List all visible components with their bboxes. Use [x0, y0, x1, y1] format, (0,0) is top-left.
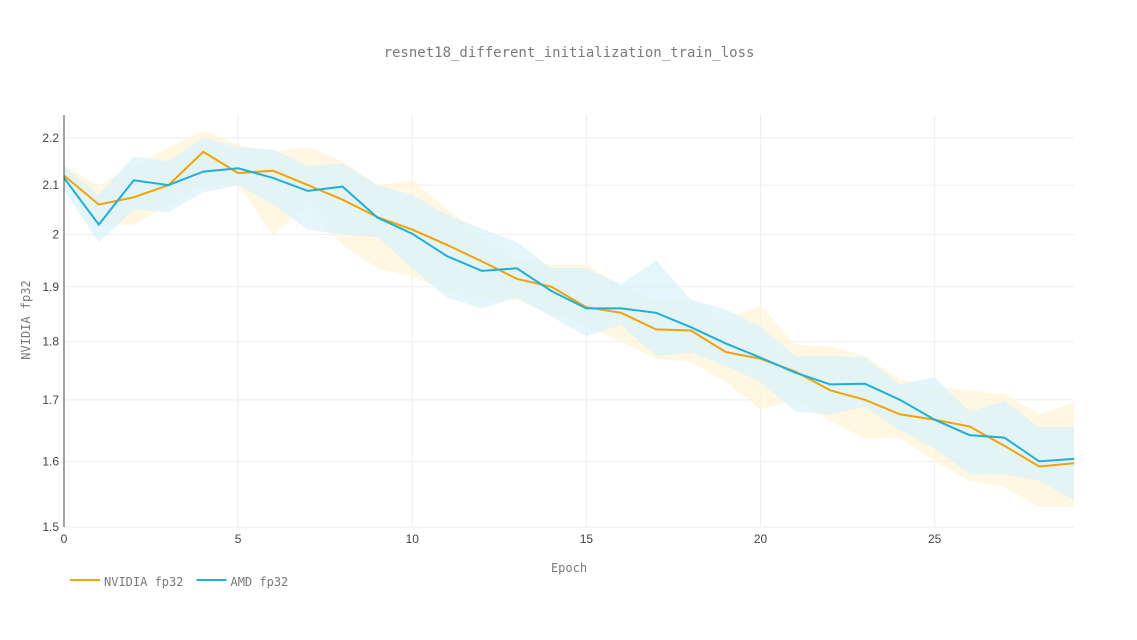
data-point: [376, 217, 378, 219]
axis-layer: 1.5 1.6 1.7 1.8 1.9 2 2.1 2.2 0 5 10 15 20 25: [42, 115, 942, 546]
data-point: [272, 170, 274, 172]
data-point: [1003, 437, 1005, 439]
line-layer: [63, 150, 1075, 468]
data-point: [98, 204, 100, 206]
data-point: [237, 167, 239, 169]
y-tick-label: 1.6: [42, 454, 59, 468]
x-tick-label: 15: [580, 532, 594, 546]
data-point: [829, 389, 831, 391]
data-point: [551, 286, 553, 288]
data-point: [725, 342, 727, 344]
data-point: [516, 267, 518, 269]
data-point: [760, 357, 762, 359]
y-tick-label: 1.8: [42, 335, 59, 349]
x-tick-label: 10: [406, 532, 420, 546]
data-point: [655, 312, 657, 314]
data-point: [446, 244, 448, 246]
data-point: [167, 184, 169, 186]
data-point: [133, 196, 135, 198]
data-point: [481, 270, 483, 272]
data-point: [585, 307, 587, 309]
data-point: [1073, 458, 1075, 460]
data-point: [411, 229, 413, 231]
data-point: [446, 255, 448, 257]
data-point: [1038, 460, 1040, 462]
data-point: [655, 328, 657, 330]
y-tick-label: 1.9: [42, 280, 59, 294]
data-point: [307, 184, 309, 186]
legend-label: NVIDIA fp32: [104, 575, 183, 589]
confidence-band: [64, 137, 1074, 501]
data-point: [342, 186, 344, 188]
data-point: [794, 372, 796, 374]
legend-label: AMD fp32: [230, 575, 288, 589]
data-point: [551, 290, 553, 292]
x-tick-label: 25: [928, 532, 942, 546]
data-point: [620, 312, 622, 314]
data-point: [829, 383, 831, 385]
data-point: [202, 171, 204, 173]
data-point: [1038, 466, 1040, 468]
data-point: [864, 399, 866, 401]
data-point: [934, 419, 936, 421]
data-point: [1073, 462, 1075, 464]
data-point: [899, 399, 901, 401]
y-axis-title: NVIDIA fp32: [19, 280, 33, 359]
data-point: [725, 351, 727, 353]
data-point: [272, 177, 274, 179]
data-point: [411, 233, 413, 235]
y-tick-label: 1.5: [42, 520, 59, 534]
series-line: [63, 167, 1075, 463]
legend: NVIDIA fp32 AMD fp32: [70, 575, 288, 589]
data-point: [899, 413, 901, 415]
data-point: [690, 326, 692, 328]
data-point: [969, 434, 971, 436]
data-point: [237, 172, 239, 174]
data-point: [620, 307, 622, 309]
data-point: [98, 224, 100, 226]
x-tick-label: 0: [61, 532, 68, 546]
data-point: [133, 179, 135, 181]
data-point: [307, 190, 309, 192]
data-point: [690, 330, 692, 332]
y-tick-label: 1.7: [42, 393, 59, 407]
band-layer: [64, 130, 1074, 507]
y-tick-label: 2.2: [42, 131, 59, 145]
x-tick-label: 20: [754, 532, 768, 546]
data-point: [969, 425, 971, 427]
y-tick-label: 2.1: [42, 178, 59, 192]
data-point: [864, 383, 866, 385]
data-point: [481, 260, 483, 262]
chart-title: resnet18_different_initialization_train_…: [384, 45, 755, 61]
x-tick-label: 5: [235, 532, 242, 546]
y-tick-label: 2: [52, 228, 59, 242]
data-point: [1003, 445, 1005, 447]
x-axis-title: Epoch: [551, 561, 587, 575]
data-point: [516, 278, 518, 280]
data-point: [202, 151, 204, 153]
data-point: [342, 199, 344, 201]
